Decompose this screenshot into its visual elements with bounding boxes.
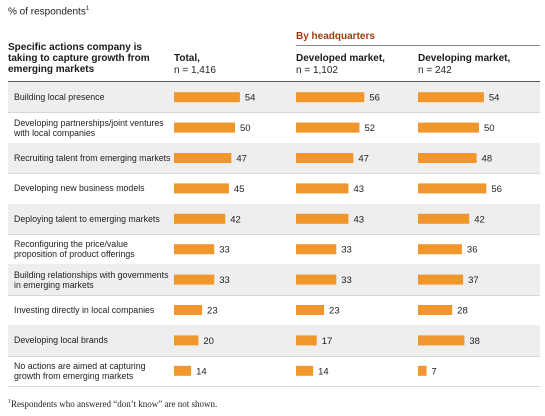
bar-developed <box>296 153 354 163</box>
bar-developing <box>418 183 487 194</box>
bar-value-label: 23 <box>207 306 218 317</box>
bar-value-label: 36 <box>467 245 478 256</box>
bar-developing <box>418 92 484 103</box>
bar-value-label: 43 <box>353 184 364 195</box>
column-n-developing: n = 242 <box>418 65 452 76</box>
bar-value-label: 38 <box>469 336 480 347</box>
bar-total <box>174 365 192 376</box>
bar-value-label: 33 <box>219 275 230 286</box>
bar-value-label: 50 <box>240 123 251 134</box>
category-label: Deploying talent to emerging markets <box>14 213 160 224</box>
bar-total <box>174 183 229 194</box>
row-divider <box>8 294 540 296</box>
bar-developing <box>418 274 464 285</box>
column-n-total: n = 1,416 <box>174 65 216 76</box>
bar-value-label: 48 <box>482 154 493 165</box>
category-label: Reconfiguring the price/value propositio… <box>14 239 135 260</box>
row-divider <box>8 112 540 114</box>
bar-developed <box>296 122 360 133</box>
bar-total <box>174 274 215 285</box>
bar-total <box>174 92 240 103</box>
bar-value-label: 17 <box>322 336 333 347</box>
bar-value-label: 56 <box>491 184 502 195</box>
bar-developed <box>296 213 349 224</box>
bar-developing <box>418 122 479 133</box>
bar-total <box>174 244 215 255</box>
bar-value-label: 33 <box>341 275 352 286</box>
bar-developed <box>296 274 337 285</box>
row-divider <box>8 355 540 357</box>
bar-value-label: 42 <box>474 214 485 225</box>
group-header-rule <box>296 45 540 46</box>
bar-value-label: 23 <box>329 306 340 317</box>
bar-total <box>174 213 226 224</box>
bar-value-label: 14 <box>318 366 329 377</box>
bar-developed <box>296 183 349 194</box>
category-label: Developing new business models <box>14 183 145 194</box>
footnote: 1Respondents who answered “don’t know” a… <box>8 399 218 409</box>
bar-value-label: 54 <box>489 93 500 104</box>
category-label: Investing directly in local companies <box>14 305 155 315</box>
bar-value-label: 14 <box>196 366 207 377</box>
bar-developed <box>296 335 317 346</box>
bar-value-label: 33 <box>219 245 230 256</box>
bar-developed <box>296 305 325 315</box>
category-label: Building local presence <box>14 92 105 103</box>
bar-value-label: 33 <box>341 245 352 256</box>
row-divider <box>8 234 540 235</box>
column-title-developed: Developed market, <box>296 53 385 64</box>
category-label: Building relationships with governments … <box>14 269 169 290</box>
bar-developing <box>418 365 427 376</box>
category-label: Developing partnerships/joint ventures w… <box>14 117 164 138</box>
bar-developing <box>418 213 470 224</box>
bar-value-label: 47 <box>358 154 369 165</box>
bar-total <box>174 122 235 133</box>
category-label: Developing local brands <box>14 335 108 346</box>
bar-developing <box>418 305 453 315</box>
column-n-developed: n = 1,102 <box>296 65 338 76</box>
bar-developing <box>418 335 465 346</box>
column-title-total: Total, <box>174 53 200 64</box>
bar-developed <box>296 244 337 255</box>
bar-value-label: 56 <box>369 93 380 104</box>
bar-value-label: 42 <box>230 214 241 225</box>
row-divider <box>8 173 540 175</box>
bar-total <box>174 153 232 163</box>
category-label: No actions are aimed at capturing growth… <box>14 360 146 381</box>
bar-value-label: 52 <box>364 123 375 134</box>
bar-value-label: 7 <box>432 366 437 377</box>
bar-developing <box>418 153 477 163</box>
row-divider <box>8 386 540 387</box>
bar-value-label: 37 <box>468 275 479 286</box>
bar-total <box>174 335 199 346</box>
bar-value-label: 45 <box>234 184 245 195</box>
column-title-developing: Developing market, <box>418 53 511 64</box>
bar-value-label: 43 <box>353 214 364 225</box>
column-header-total: Total, n = 1,416 <box>174 53 216 77</box>
unit-note: % of respondents1 <box>8 6 90 18</box>
bar-value-label: 28 <box>457 306 468 317</box>
category-label: Recruiting talent from emerging markets <box>14 153 171 163</box>
bar-value-label: 20 <box>203 336 214 347</box>
bar-developed <box>296 92 365 103</box>
group-header: By headquarters <box>296 31 375 42</box>
bar-value-label: 47 <box>236 154 247 165</box>
column-header-developed: Developed market, n = 1,102 <box>296 53 385 77</box>
bar-value-label: 54 <box>245 93 256 104</box>
header-rule <box>8 81 540 82</box>
bar-developed <box>296 365 314 376</box>
column-header-developing: Developing market, n = 242 <box>418 53 510 77</box>
row-header: Specific actions company is taking to ca… <box>8 42 150 75</box>
bar-developing <box>418 244 462 255</box>
bar-value-label: 50 <box>484 123 495 134</box>
bar-total <box>174 305 203 315</box>
